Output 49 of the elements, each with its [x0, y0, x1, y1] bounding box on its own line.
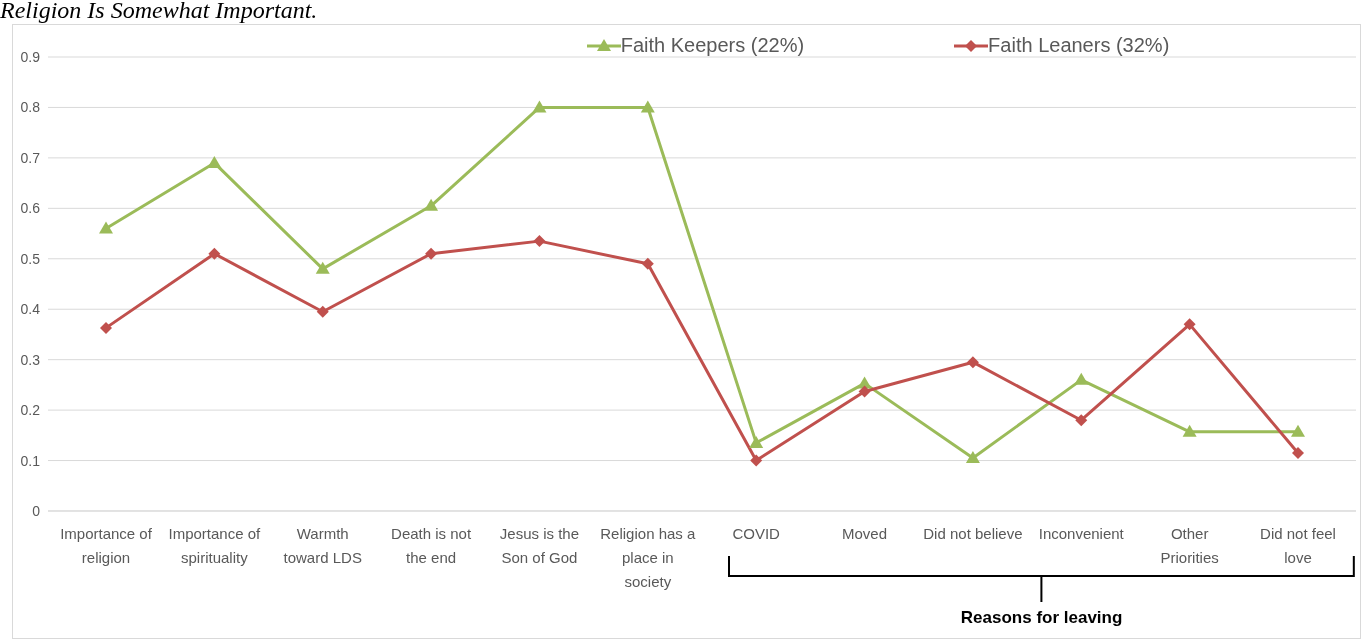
point: [750, 454, 763, 467]
x-tick-label: Religion has a place in society: [600, 525, 697, 590]
point: [640, 100, 655, 113]
x-tick-label: Other Priorities: [1160, 525, 1219, 566]
point: [424, 198, 439, 211]
x-tick-label: Inconvenient: [1038, 525, 1125, 542]
legend-label: Faith Leaners (32%): [987, 34, 1170, 57]
point: [641, 257, 654, 270]
point: [315, 261, 330, 274]
point: [100, 321, 112, 334]
point: [749, 435, 764, 448]
y-tick-label: 0.7: [20, 149, 41, 166]
y-tick-label: 0.4: [20, 301, 41, 318]
y-tick-label: 0.2: [20, 402, 41, 419]
y-tick-label: 0.3: [20, 351, 41, 368]
x-tick-label: Warmth toward LDS: [283, 525, 362, 566]
point: [1291, 424, 1305, 437]
y-tick-label: 0: [32, 502, 41, 519]
x-tick-label: Importance of religion: [60, 525, 153, 566]
point: [1074, 372, 1089, 385]
point: [1183, 318, 1196, 331]
point: [425, 247, 438, 260]
x-tick-label: Importance of spirituality: [168, 525, 262, 566]
y-tick-label: 0.5: [20, 250, 41, 267]
point: [965, 451, 980, 464]
y-tick-label: 0.8: [20, 99, 41, 116]
x-tick-label: Moved: [842, 525, 888, 542]
y-tick-label: 0.6: [20, 200, 41, 217]
x-tick-label: COVID: [732, 525, 781, 542]
text: Reasons for leaving: [959, 608, 1124, 628]
x-tick-label: Did not believe: [923, 525, 1023, 542]
point: [532, 100, 547, 113]
point: [1182, 424, 1197, 437]
point: [1292, 446, 1304, 459]
x-tick-label: Did not feel love: [1260, 525, 1336, 566]
legend-label: Faith Keepers (22%): [619, 34, 805, 57]
point: [858, 385, 871, 398]
point: [208, 247, 221, 260]
y-tick-label: 0.9: [20, 48, 41, 65]
x-tick-label: Jesus is the Son of God: [499, 525, 580, 566]
y-tick-label: 0.1: [20, 452, 41, 469]
point: [99, 221, 113, 234]
point: [1075, 414, 1088, 427]
point: [207, 155, 222, 168]
x-tick-label: Death is not the end: [391, 525, 472, 566]
point: [533, 235, 546, 248]
chart-title: Religion Is Somewhat Important.: [0, 0, 318, 23]
point: [316, 305, 329, 318]
point: [966, 356, 979, 369]
